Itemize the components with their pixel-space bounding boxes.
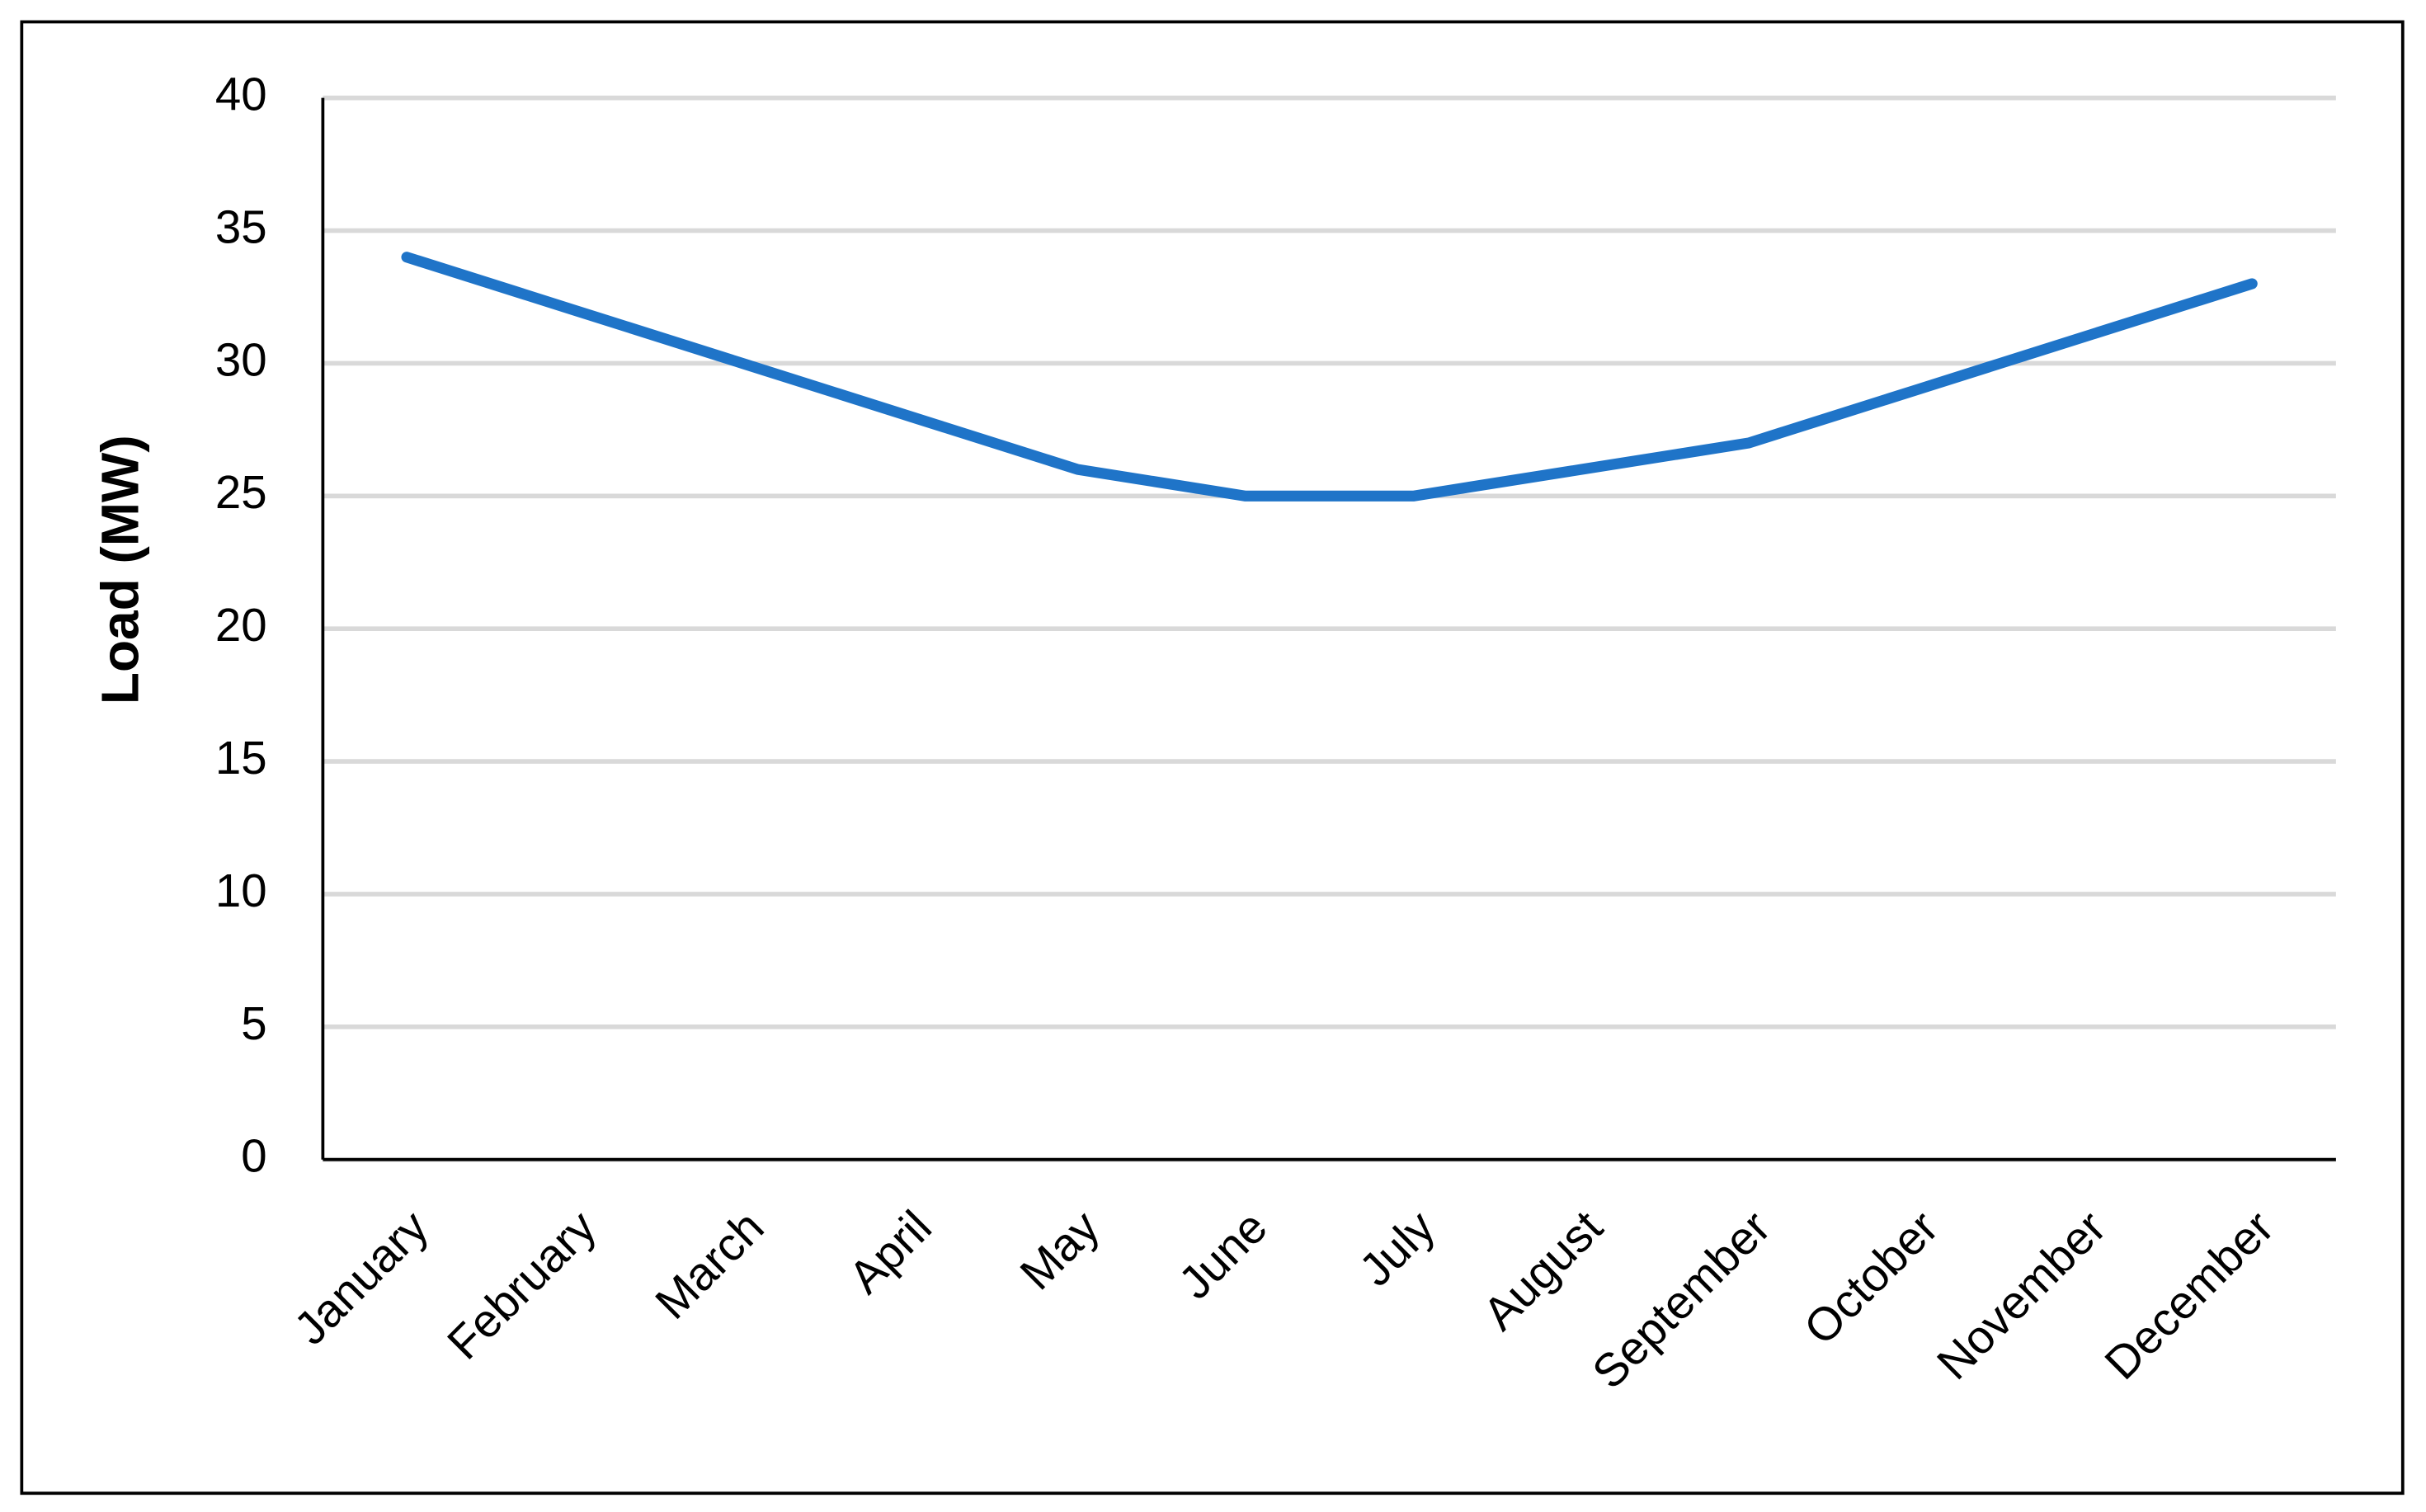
y-tick-label: 5 xyxy=(241,997,266,1049)
y-tick-label: 0 xyxy=(241,1130,266,1182)
y-tick-label: 20 xyxy=(215,599,267,651)
y-tick-label: 10 xyxy=(215,864,267,916)
y-tick-label: 35 xyxy=(215,200,267,252)
y-axis-label: Load (MW) xyxy=(90,435,149,704)
data-line xyxy=(401,252,2258,502)
y-tick-label: 25 xyxy=(215,466,267,518)
y-tick-label: 30 xyxy=(215,333,267,385)
chart-border xyxy=(20,20,2405,1496)
y-tick-label: 15 xyxy=(215,732,267,784)
y-tick-label: 40 xyxy=(215,68,267,120)
